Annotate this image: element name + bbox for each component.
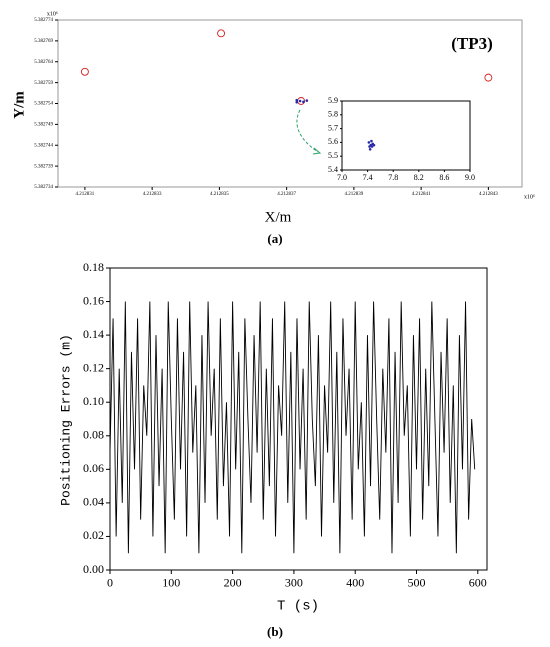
caption: (b)	[267, 624, 283, 639]
point	[370, 139, 373, 143]
y-tick-label: 5.382774	[34, 18, 53, 23]
point	[368, 145, 371, 148]
x-tick-label: 500	[408, 575, 426, 589]
x-tick-label: 400	[346, 575, 364, 589]
x-tick-label: 100	[162, 575, 180, 589]
x-axis-label: T (s)	[277, 599, 319, 615]
y-tick-label: 0.10	[83, 394, 104, 408]
y-axis-label: Y/m	[11, 91, 27, 119]
y-tick-label: 5.8	[328, 110, 338, 119]
x-tick-label: 4.212831	[76, 192, 95, 197]
y-tick-label: 0.16	[83, 293, 104, 307]
point	[370, 145, 374, 148]
y-tick-label: 0.18	[83, 260, 104, 274]
y-tick-label: 5.9	[328, 96, 338, 105]
x-tick-label: 0	[107, 575, 113, 589]
y-tick-label: 5.4	[328, 165, 338, 174]
x-tick-label: 4.212839	[345, 192, 364, 197]
x-tick-label: 4.212835	[210, 192, 229, 197]
point	[371, 142, 375, 146]
x-tick-label: 7.4	[363, 173, 373, 182]
y-tick-label: 0.12	[83, 360, 104, 374]
point	[305, 99, 309, 102]
y-tick-label: 0.00	[83, 562, 104, 576]
x-tick-label: 7.8	[388, 173, 398, 182]
inset-arrow-head	[312, 147, 322, 155]
plot-frame	[341, 100, 471, 171]
y-tick-label: 0.02	[83, 528, 104, 542]
y-tick-label: 5.382759	[34, 81, 53, 86]
y-axis-label: Positioning Errors (m)	[58, 334, 73, 506]
x-tick-label: 200	[224, 575, 242, 589]
point	[80, 67, 89, 76]
point	[295, 98, 299, 102]
x-exponent: x10⁶	[524, 194, 535, 200]
x-tick-label: 4.212837	[277, 192, 296, 197]
y-tick-label: 5.382764	[34, 60, 53, 65]
plot-frame	[109, 267, 488, 571]
point	[302, 100, 305, 104]
x-tick-label: 8.2	[414, 173, 424, 182]
y-tick-label: 5.382739	[34, 164, 53, 169]
y-tick-label: 5.382744	[34, 143, 53, 148]
x-tick-label: 9.0	[465, 173, 475, 182]
point	[298, 99, 302, 103]
x-tick-label: 7.0	[337, 173, 347, 182]
point	[367, 141, 371, 144]
inset-arrow	[296, 109, 319, 153]
point	[295, 100, 299, 104]
x-tick-label: 600	[469, 575, 487, 589]
x-tick-label: 4.212843	[479, 192, 498, 197]
x-tick-label: 300	[285, 575, 303, 589]
x-tick-label: 4.212841	[412, 192, 431, 197]
y-tick-label: 5.382749	[34, 123, 53, 128]
y-tick-label: 5.6	[328, 137, 338, 146]
y-tick-label: 0.14	[83, 327, 104, 341]
point	[368, 148, 372, 151]
y-exponent: x10⁶	[47, 11, 58, 17]
point	[217, 29, 226, 38]
y-tick-label: 0.08	[83, 428, 104, 442]
y-tick-label: 0.06	[83, 461, 104, 475]
y-tick-label: 5.5	[328, 151, 338, 160]
y-tick-label: 5.382754	[34, 102, 53, 107]
point	[484, 73, 493, 82]
x-axis-label: X/m	[265, 209, 292, 225]
y-tick-label: 5.382734	[34, 185, 53, 190]
caption: (a)	[267, 231, 282, 246]
x-tick-label: 4.212833	[143, 192, 162, 197]
y-tick-label: 0.04	[83, 495, 104, 509]
x-tick-label: 8.6	[439, 173, 449, 182]
chart-title: (TP3)	[451, 34, 493, 53]
line-series	[109, 301, 476, 554]
y-tick-label: 5.382769	[34, 39, 53, 44]
y-tick-label: 5.7	[328, 123, 338, 132]
